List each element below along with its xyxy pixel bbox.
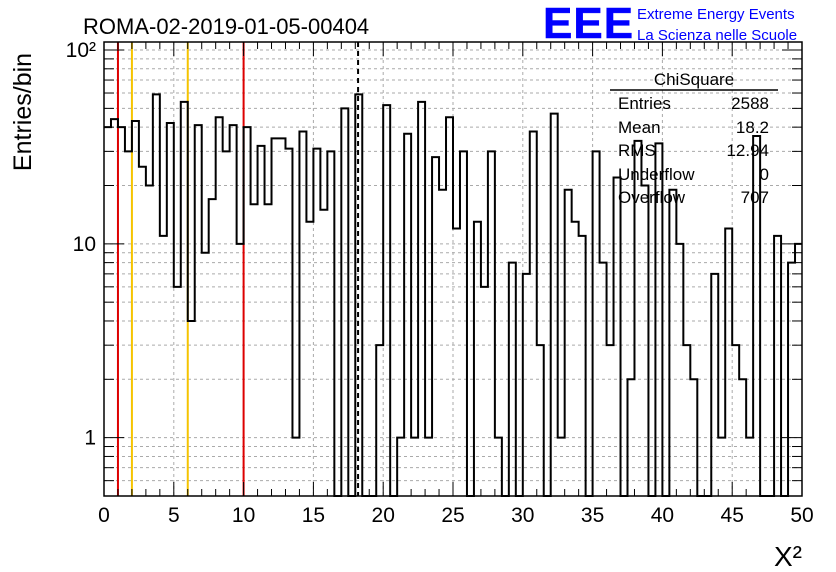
x-tick-label: 5 (168, 504, 180, 527)
x-tick-label: 50 (790, 504, 813, 527)
stats-label-rms: RMS (618, 141, 656, 160)
x-tick-label: 25 (441, 504, 464, 527)
logo-line-1: Extreme Energy Events (637, 6, 795, 23)
y-tick-label: 10² (66, 39, 96, 62)
x-tick-label: 15 (302, 504, 325, 527)
chart-title: ROMA-02-2019-01-05-00404 (83, 14, 369, 39)
stats-value-mean: 18.2 (736, 118, 769, 137)
x-tick-label: 30 (511, 504, 534, 527)
y-axis-label: Entries/bin (9, 53, 37, 171)
stats-value-entries: 2588 (731, 94, 769, 113)
x-tick-label: 40 (651, 504, 674, 527)
stats-value-overflow: 707 (741, 188, 769, 207)
stats-label-entries: Entries (618, 94, 671, 113)
x-axis-label: X² (774, 541, 802, 572)
x-tick-label: 0 (98, 504, 110, 527)
x-tick-label: 10 (232, 504, 255, 527)
y-tick-label: 1 (84, 427, 96, 450)
x-tick-label: 35 (581, 504, 604, 527)
stats-box: ChiSquare Entries 2588 Mean 18.2 RMS 12.… (610, 70, 778, 207)
stats-label-mean: Mean (618, 118, 661, 137)
logo-line-2: La Scienza nelle Scuole (637, 27, 797, 44)
stats-value-rms: 12.94 (726, 141, 769, 160)
stats-value-underflow: 0 (760, 165, 769, 184)
stats-label-overflow: Overflow (618, 188, 686, 207)
stats-label-underflow: Underflow (618, 165, 695, 184)
x-axis-ticks: 0 5 10 15 20 25 30 35 40 45 50 (98, 42, 814, 527)
reference-lines (116, 42, 360, 496)
stats-title: ChiSquare (654, 70, 734, 89)
y-tick-label: 10 (73, 233, 96, 256)
histogram (104, 93, 802, 497)
y-axis-ticks: 1 10 10² (66, 39, 802, 497)
histogram-step-line (104, 93, 802, 497)
eee-logo: EEE (543, 0, 634, 48)
x-tick-label: 45 (721, 504, 744, 527)
x-tick-label: 20 (372, 504, 395, 527)
